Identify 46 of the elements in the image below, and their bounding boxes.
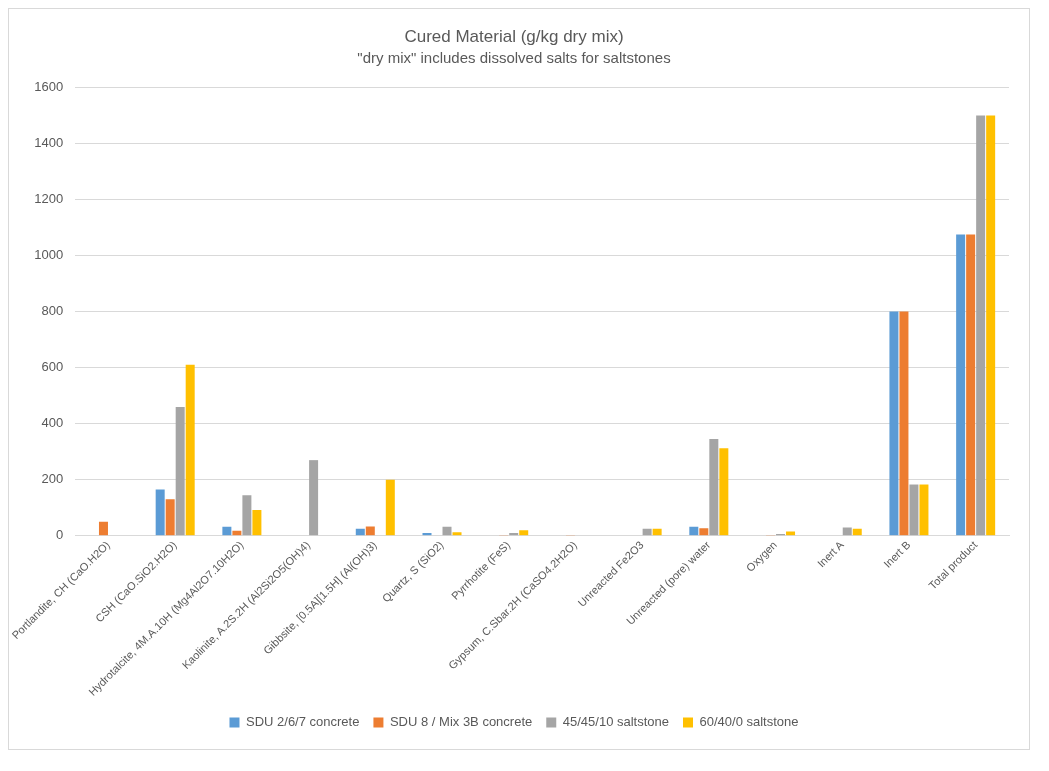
y-tick-label: 400 <box>41 415 64 431</box>
bar <box>842 527 852 536</box>
bar <box>642 528 652 536</box>
y-tick-label: 200 <box>41 471 64 487</box>
y-tick-label: 0 <box>55 527 64 543</box>
bar <box>442 526 452 536</box>
bar <box>385 479 395 536</box>
bar <box>365 526 375 536</box>
legend-label: 45/45/10 saltstone <box>562 714 669 730</box>
bar <box>956 234 966 536</box>
y-tick-label: 600 <box>41 359 64 375</box>
legend-label: 60/40/0 saltstone <box>699 714 799 730</box>
chart-title: Cured Material (g/kg dry mix) <box>404 26 624 46</box>
y-tick-label: 1200 <box>34 191 64 207</box>
bar <box>966 234 976 536</box>
bar <box>652 528 662 536</box>
bar <box>155 489 165 536</box>
bar <box>252 510 262 536</box>
bar <box>519 530 529 536</box>
legend-label: SDU 8 / Mix 3B concrete <box>389 714 533 730</box>
bar <box>452 532 462 536</box>
bar <box>175 406 185 536</box>
bar <box>719 448 729 536</box>
bar <box>889 311 899 536</box>
bar <box>852 528 862 536</box>
bar <box>309 460 319 536</box>
bar <box>899 311 909 536</box>
chart-subtitle: "dry mix" includes dissolved salts for saltstones <box>357 48 671 66</box>
bar <box>699 528 709 536</box>
bar <box>909 484 919 536</box>
bar <box>98 521 108 536</box>
bar <box>165 499 175 536</box>
bar <box>689 526 699 536</box>
y-tick-label: 800 <box>41 303 64 319</box>
bar <box>222 526 232 536</box>
bar <box>976 115 986 536</box>
y-tick-label: 1000 <box>34 247 64 263</box>
bar <box>355 528 365 536</box>
legend-label: SDU 2/6/7 concrete <box>245 714 360 730</box>
bar <box>185 364 195 536</box>
bar <box>709 439 719 536</box>
bar <box>986 115 996 536</box>
bar <box>919 484 929 536</box>
y-tick-label: 1400 <box>34 135 64 151</box>
bar <box>242 495 252 536</box>
y-tick-label: 1600 <box>34 78 64 94</box>
